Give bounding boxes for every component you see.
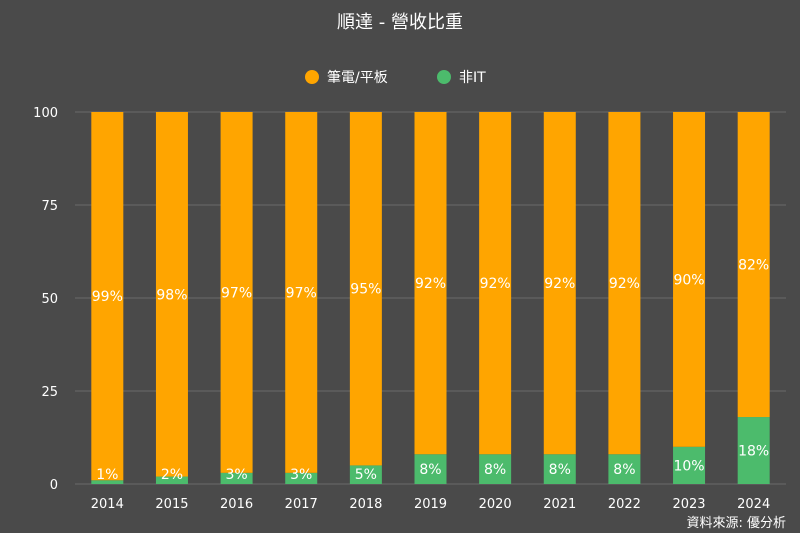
bar-segment	[479, 112, 512, 455]
data-label: 92%	[415, 276, 446, 292]
data-label: 8%	[484, 462, 506, 478]
data-label: 92%	[480, 276, 511, 292]
bar-segment	[737, 112, 770, 418]
data-label: 98%	[156, 287, 187, 303]
bar-segment	[91, 480, 124, 484]
chart-title: 順達 - 營收比重	[337, 12, 463, 33]
bar-segment	[220, 112, 253, 473]
data-label: 90%	[673, 272, 704, 288]
data-label: 1%	[96, 467, 118, 483]
y-axis: 0 25 50 75 100	[33, 106, 58, 493]
bar-segment	[608, 454, 641, 484]
data-label: 3%	[290, 467, 312, 483]
source-note: 資料來源: 優分析	[686, 516, 786, 531]
bar-segment	[349, 112, 382, 466]
data-label: 99%	[92, 289, 123, 305]
y-tick-label: 50	[41, 292, 58, 307]
bar-segment	[220, 472, 253, 484]
legend-marker	[305, 70, 319, 84]
x-tick-label: 2024	[737, 497, 770, 512]
legend: 筆電/平板 非IT	[305, 70, 486, 86]
x-tick-label: 2020	[479, 497, 512, 512]
data-label: 97%	[286, 285, 317, 301]
x-axis: 2014 2015 2016 2017 2018 2019 2020 2021 2022 2023…	[91, 497, 770, 512]
bar-segment	[673, 112, 706, 447]
data-label: 18%	[738, 444, 769, 460]
data-label: 3%	[225, 467, 247, 483]
legend-label: 非IT	[459, 70, 486, 86]
data-label: 5%	[355, 467, 377, 483]
bar-segment	[543, 454, 576, 484]
bar-segment	[608, 112, 641, 455]
bar-segment	[737, 417, 770, 484]
data-label: 8%	[419, 462, 441, 478]
data-label: 2%	[161, 467, 183, 483]
x-tick-label: 2018	[349, 497, 382, 512]
x-tick-label: 2016	[220, 497, 253, 512]
data-label: 8%	[613, 462, 635, 478]
y-tick-label: 75	[41, 199, 58, 214]
data-label: 95%	[350, 282, 381, 298]
legend-marker	[437, 70, 451, 84]
data-label: 97%	[221, 285, 252, 301]
data-label: 10%	[673, 458, 704, 474]
y-tick-label: 0	[50, 478, 58, 493]
bar-segment	[479, 454, 512, 484]
x-tick-label: 2022	[608, 497, 641, 512]
data-labels: 1% 99% 2% 98% 3% 97% 3% 97% 5% 95% 8% 92% 8% 92% 8% 92%…	[92, 258, 769, 483]
x-tick-label: 2017	[285, 497, 318, 512]
bar-segment	[673, 446, 706, 484]
y-tick-label: 25	[41, 385, 58, 400]
bar-segment	[285, 472, 318, 484]
bar-segment	[155, 476, 188, 484]
x-tick-label: 2021	[543, 497, 576, 512]
bar-segment	[349, 465, 382, 484]
data-label: 92%	[544, 276, 575, 292]
data-label: 8%	[549, 462, 571, 478]
x-tick-label: 2015	[155, 497, 188, 512]
bar-segment	[414, 454, 447, 484]
bar-segment	[91, 112, 124, 481]
legend-label: 筆電/平板	[327, 70, 388, 86]
data-label: 92%	[609, 276, 640, 292]
x-tick-label: 2023	[672, 497, 705, 512]
x-tick-label: 2014	[91, 497, 124, 512]
bar-segment	[543, 112, 576, 455]
y-tick-label: 100	[33, 106, 58, 121]
bars	[91, 112, 770, 484]
data-label: 82%	[738, 258, 769, 274]
bar-segment	[414, 112, 447, 455]
bar-segment	[155, 112, 188, 477]
bar-segment	[285, 112, 318, 473]
x-tick-label: 2019	[414, 497, 447, 512]
